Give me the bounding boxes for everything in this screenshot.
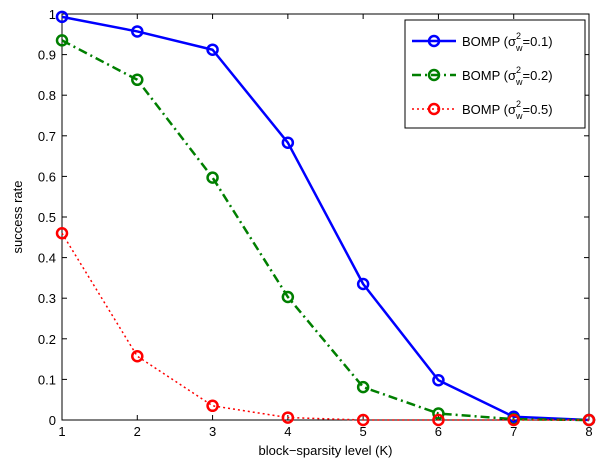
data-point <box>131 350 144 363</box>
series-line <box>61 39 590 422</box>
legend: BOMP (σ2 w=0.1) BOMP (σ2 w=0.2) BOMP (σ2 w=0.… <box>404 19 586 129</box>
x-axis-label: block−sparsity level (K) <box>258 443 392 458</box>
y-tick-label: 0 <box>49 413 56 428</box>
x-tick-label: 4 <box>284 424 291 439</box>
data-point <box>356 277 370 291</box>
legend-entry: BOMP (σ2 w=0.1) <box>412 31 553 53</box>
data-point <box>55 226 69 240</box>
data-point <box>356 413 370 427</box>
data-point <box>281 411 295 424</box>
data-point <box>55 34 69 47</box>
legend-label: BOMP (σ2 w=0.2) <box>462 65 553 87</box>
y-tick-label: 0.9 <box>38 48 56 63</box>
data-point <box>206 43 219 56</box>
y-tick-label: 0.4 <box>38 251 56 266</box>
y-tick-label: 0.8 <box>38 88 56 103</box>
x-tick-label: 2 <box>134 424 141 439</box>
axis-ticks: 1 2 3 4 5 6 7 8 0 0.1 0.2 0.3 0.4 0.5 0.6 0.7 0.8 0.9 1 <box>38 7 593 439</box>
data-point <box>131 73 144 87</box>
y-tick-label: 0.7 <box>38 129 56 144</box>
legend-marker <box>427 102 441 116</box>
data-point <box>582 413 596 427</box>
y-tick-label: 0.6 <box>38 169 56 184</box>
data-point <box>281 136 295 149</box>
y-tick-label: 0.3 <box>38 291 56 306</box>
legend-label: BOMP (σ2 w=0.1) <box>462 31 553 53</box>
y-tick-label: 0.1 <box>38 372 56 387</box>
data-point <box>131 25 144 38</box>
series-3 <box>55 226 596 427</box>
data-point <box>432 407 445 420</box>
x-tick-label: 6 <box>435 424 442 439</box>
y-tick-label: 0.2 <box>38 332 56 347</box>
legend-label: BOMP (σ2 w=0.5) <box>462 99 553 121</box>
legend-entry: BOMP (σ2 w=0.2) <box>412 65 553 87</box>
x-tick-label: 5 <box>360 424 367 439</box>
y-tick-label: 0.5 <box>38 210 56 225</box>
data-point <box>281 290 295 304</box>
y-tick-label: 1 <box>49 7 56 22</box>
y-axis-label: success rate <box>10 181 25 254</box>
data-point <box>432 373 445 387</box>
legend-marker <box>427 34 441 48</box>
data-point <box>55 10 69 24</box>
data-point <box>432 413 445 427</box>
series-line <box>61 15 590 422</box>
legend-marker <box>427 68 441 82</box>
data-point <box>206 399 219 413</box>
x-tick-label: 3 <box>209 424 216 439</box>
x-tick-label: 7 <box>510 424 517 439</box>
legend-entry: BOMP (σ2 w=0.5) <box>412 99 553 121</box>
x-tick-label: 1 <box>58 424 65 439</box>
data-point <box>507 413 520 427</box>
x-tick-label: 8 <box>585 424 592 439</box>
series-layer <box>55 10 596 427</box>
data-point <box>206 171 219 184</box>
data-point <box>356 380 370 394</box>
